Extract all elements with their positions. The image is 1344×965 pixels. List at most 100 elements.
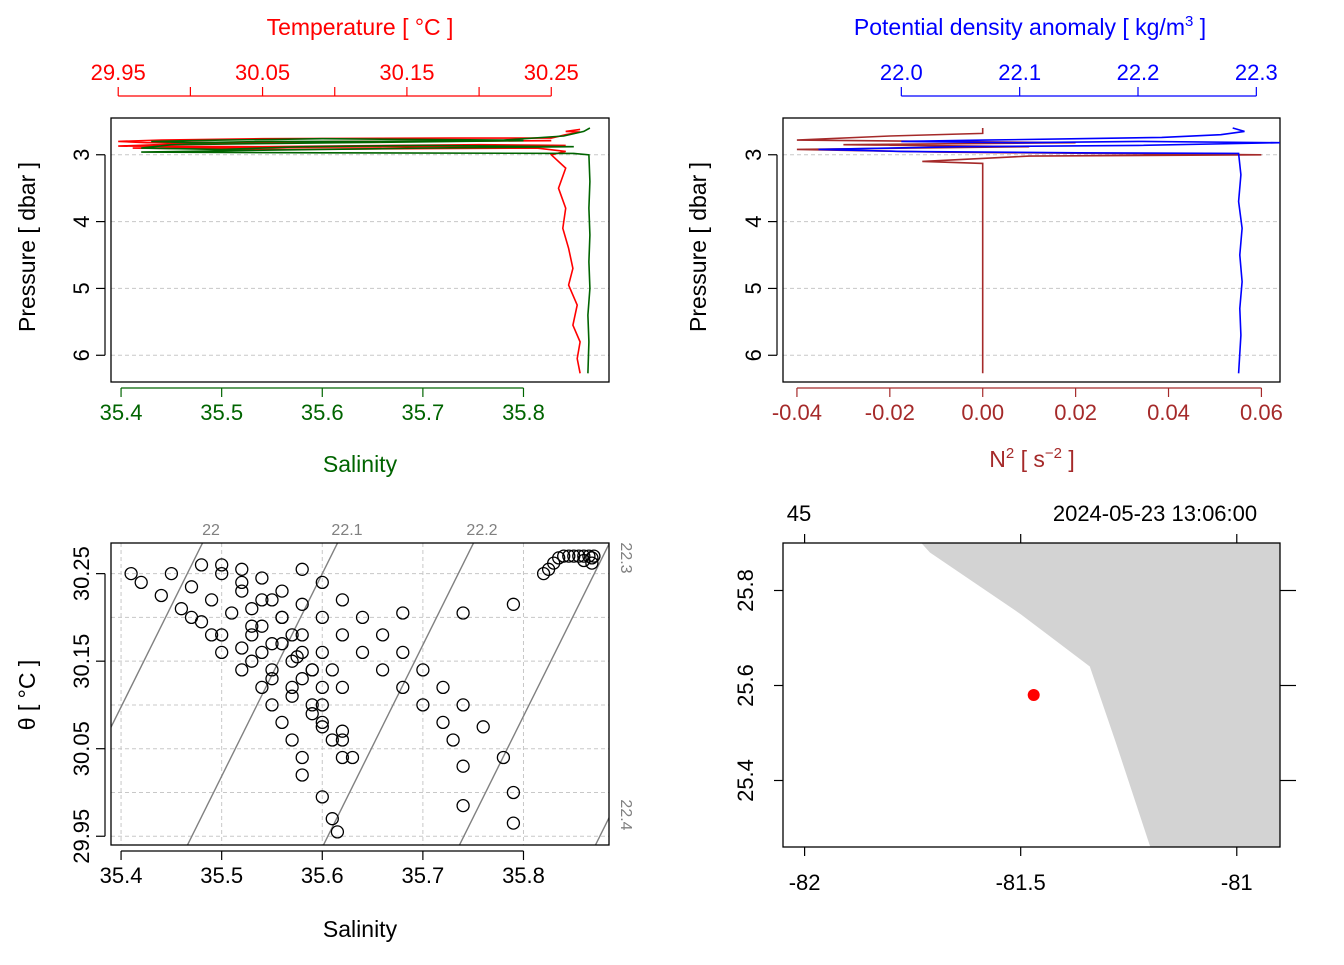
theta-tick-label: 30.25 xyxy=(69,546,94,601)
isopycnal-lines xyxy=(111,543,609,845)
ts-point xyxy=(255,680,269,695)
density-line xyxy=(818,127,1281,374)
ts-point xyxy=(225,606,239,620)
ts-point xyxy=(436,715,450,730)
ts-point xyxy=(335,628,350,642)
ts-point xyxy=(315,610,329,625)
ts-point xyxy=(235,584,249,598)
salinity-axis-label: Salinity xyxy=(323,451,398,477)
ts-point xyxy=(456,798,470,813)
ts-point xyxy=(295,768,309,782)
ts-point xyxy=(375,663,390,677)
ts-point xyxy=(506,597,521,611)
ts-point xyxy=(255,619,269,633)
ts-point xyxy=(305,707,319,721)
density-tick-label: 22.2 xyxy=(1117,60,1160,85)
pressure-2-tick-label: 4 xyxy=(741,215,766,227)
panel-density-n2-profile: Potential density anomaly [ kg/m3 ] N2 [… xyxy=(685,13,1283,472)
map-top-left-text: 45 xyxy=(787,501,811,526)
density-axis-label-end: ] xyxy=(1193,14,1206,40)
ts-point xyxy=(255,571,269,585)
ts-point xyxy=(325,663,339,677)
ts-point xyxy=(506,816,521,830)
ts-point xyxy=(215,566,229,581)
ts-point xyxy=(335,593,350,607)
ts-point xyxy=(572,549,586,563)
panel-theta-salinity-diagram: Salinity θ [ °C ] 22 22.1 22.2 22.3 22.4 35.4… xyxy=(14,522,634,942)
isopycnal-line xyxy=(458,543,609,845)
ts-salinity-tick-label: 35.8 xyxy=(502,863,545,888)
n2-axis-label: N2 [ s−2 ] xyxy=(989,445,1075,472)
ts-point xyxy=(335,733,350,747)
ts-point xyxy=(295,645,309,660)
lat-tick-label: 25.8 xyxy=(733,569,758,612)
temperature-tick-label: 29.95 xyxy=(91,60,146,85)
ts-point xyxy=(355,645,370,660)
ts-point xyxy=(290,650,304,664)
ts-point xyxy=(456,606,470,620)
isopycnal-label: 22.2 xyxy=(466,522,497,539)
lon-tick-label: -81.5 xyxy=(996,870,1046,895)
ts-point xyxy=(305,663,319,677)
ts-point xyxy=(255,645,269,660)
ts-point xyxy=(295,628,309,642)
plot-area-1: 29.95 30.05 30.15 30.25 35.4 35.5 35.6 35.7 35.8… xyxy=(69,60,610,425)
ts-point xyxy=(235,575,249,590)
ts-points xyxy=(124,549,601,839)
ts-point xyxy=(456,698,470,712)
plot-area-3: 22 22.1 22.2 22.3 22.4 35.4 35.5 35.6 35.7 35.8 29… xyxy=(69,522,634,888)
n2-axis-label-sup2: −2 xyxy=(1045,445,1062,462)
ts-point xyxy=(536,566,551,581)
n2-tick-label: 0.02 xyxy=(1054,400,1097,425)
isopycnal-line xyxy=(594,816,609,845)
ts-point xyxy=(315,715,329,730)
isopycnal-line xyxy=(322,543,475,845)
ts-point xyxy=(245,628,259,642)
ts-point xyxy=(265,663,279,677)
salinity-tick-label: 35.5 xyxy=(200,400,243,425)
ts-point xyxy=(285,680,299,695)
theta-axis-label: θ [ °C ] xyxy=(14,660,40,731)
station-marker xyxy=(1027,689,1040,701)
ts-point xyxy=(215,628,229,642)
lat-tick-label: 25.4 xyxy=(733,759,758,802)
map-top-right-text: 2024-05-23 13:06:00 xyxy=(1053,501,1257,526)
density-axis-label: Potential density anomaly [ kg/m3 ] xyxy=(854,13,1206,40)
ts-point xyxy=(164,566,179,581)
pressure-axis-label-1: Pressure [ dbar ] xyxy=(14,162,40,332)
ts-point xyxy=(416,663,430,677)
pressure-1-tick-label: 3 xyxy=(69,149,94,161)
ts-point xyxy=(204,593,219,607)
lon-tick-label: -82 xyxy=(789,870,821,895)
ts-point xyxy=(295,597,309,611)
plot-area-2: 22.0 22.1 22.2 22.3 -0.04 -0.02 0.00 0.02 0.04 0.… xyxy=(741,60,1283,425)
panel-temperature-salinity-profile: Temperature [ °C ] Salinity Pressure [ d… xyxy=(14,14,610,477)
pressure-axis-label-2: Pressure [ dbar ] xyxy=(685,162,711,332)
isopycnal-label: 22 xyxy=(202,522,220,539)
salinity-tick-label: 35.7 xyxy=(401,400,444,425)
ts-point xyxy=(585,551,599,565)
p2-frame xyxy=(782,117,1281,383)
n2-tick-label: 0.06 xyxy=(1240,400,1283,425)
ts-point xyxy=(355,610,370,625)
ts-point xyxy=(285,628,299,642)
density-axis-label-main: Potential density anomaly [ kg/m xyxy=(854,14,1185,40)
ts-point xyxy=(174,602,189,616)
salinity-tick-label: 35.4 xyxy=(100,400,143,425)
ts-point xyxy=(265,672,279,686)
ts-point xyxy=(476,720,490,734)
density-tick-label: 22.0 xyxy=(880,60,923,85)
density-tick-label: 22.1 xyxy=(998,60,1041,85)
temperature-axis-label: Temperature [ °C ] xyxy=(267,14,454,40)
ts-point xyxy=(335,750,350,765)
pressure-1-tick-label: 6 xyxy=(69,349,94,361)
ts-point xyxy=(557,549,571,563)
theta-tick-label: 29.95 xyxy=(69,809,94,864)
ts-point xyxy=(325,812,339,826)
n2-line xyxy=(796,128,1262,374)
pressure-2-tick-label: 6 xyxy=(741,349,766,361)
ts-point xyxy=(245,619,259,633)
ts-point xyxy=(124,566,138,581)
ts-point xyxy=(295,750,309,765)
n2-tick-label: 0.04 xyxy=(1147,400,1190,425)
